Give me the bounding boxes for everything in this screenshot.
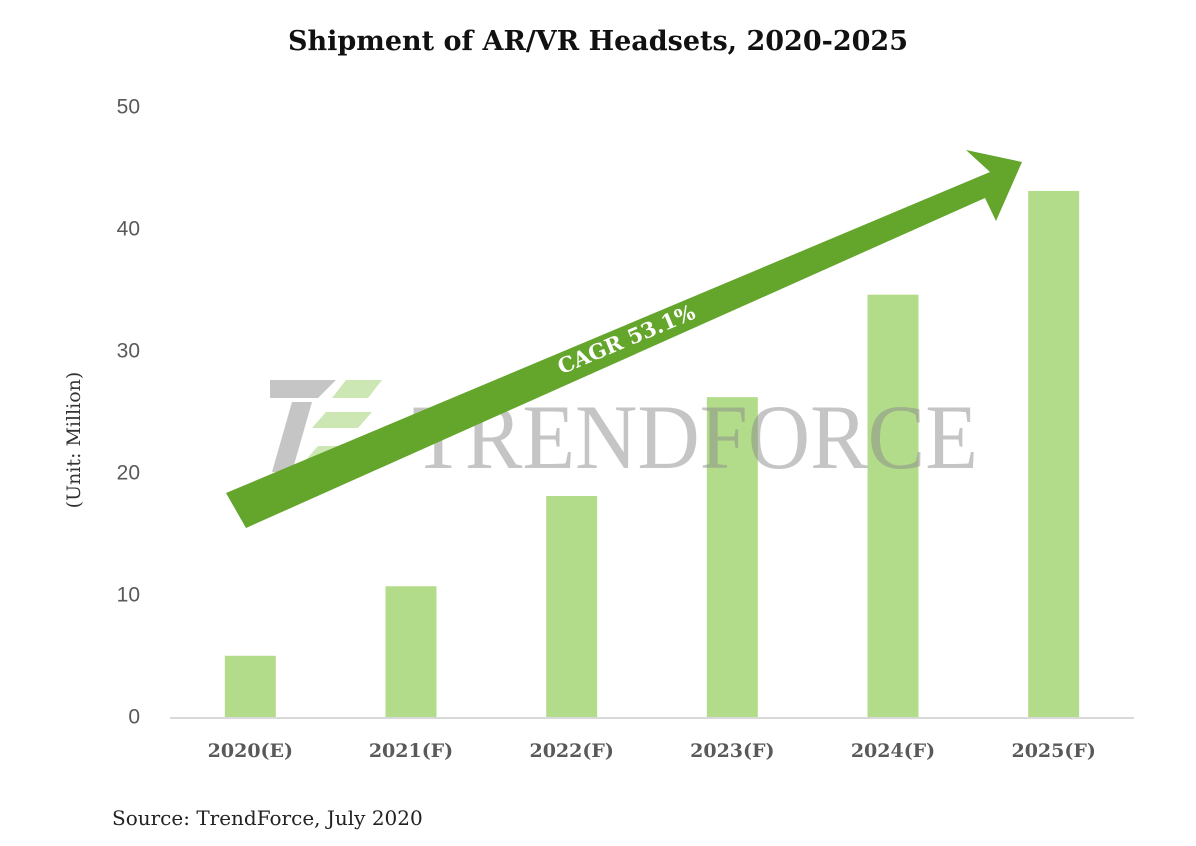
x-tick-label: 2020(E) <box>208 740 293 762</box>
source-note: Source: TrendForce, July 2020 <box>112 806 423 830</box>
y-axis-label: (Unit: Million) <box>63 371 85 509</box>
x-tick-label: 2021(F) <box>369 740 453 762</box>
y-tick-label: 0 <box>128 706 140 729</box>
chart-title: Shipment of AR/VR Headsets, 2020-2025 <box>288 26 908 57</box>
bars <box>224 190 1080 718</box>
bar <box>546 495 598 718</box>
x-axis-ticks: 2020(E) 2021(F) 2022(F) 2023(F) 2024(F) 2025(… <box>208 740 1096 762</box>
y-axis-ticks: 0 10 20 30 40 50 <box>117 96 140 729</box>
trendforce-watermark: TRENDFORCE <box>270 380 978 488</box>
y-tick-label: 40 <box>117 218 140 241</box>
x-tick-label: 2022(F) <box>529 740 613 762</box>
bar <box>706 397 758 718</box>
bar <box>867 294 919 718</box>
x-tick-label: 2023(F) <box>690 740 774 762</box>
y-tick-label: 50 <box>117 96 140 119</box>
bar <box>385 586 437 718</box>
cagr-label: CAGR 53.1% <box>554 299 699 379</box>
x-tick-label: 2024(F) <box>851 740 935 762</box>
y-tick-label: 30 <box>117 340 140 363</box>
bar <box>1028 190 1080 718</box>
x-tick-label: 2025(F) <box>1011 740 1095 762</box>
bar <box>224 655 276 718</box>
y-tick-label: 10 <box>117 584 140 607</box>
y-tick-label: 20 <box>117 462 140 485</box>
cagr-arrow-shape <box>226 150 1022 528</box>
